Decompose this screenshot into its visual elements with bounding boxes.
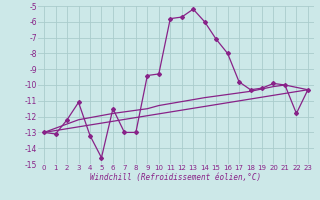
X-axis label: Windchill (Refroidissement éolien,°C): Windchill (Refroidissement éolien,°C) — [91, 173, 261, 182]
